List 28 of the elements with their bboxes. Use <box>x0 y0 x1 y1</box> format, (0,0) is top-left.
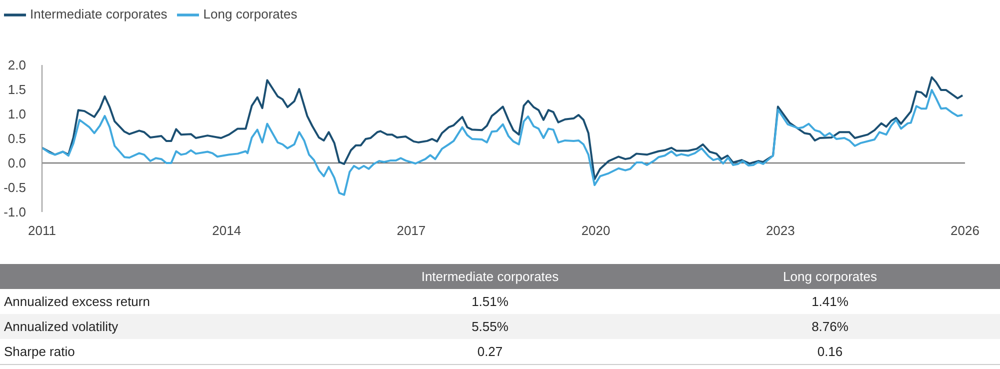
text: 0.27 <box>476 343 504 361</box>
x-tick-label: 2014 <box>212 223 242 238</box>
x-tick-label: 2020 <box>581 223 610 238</box>
y-tick-label: 1.0 <box>8 106 26 122</box>
text: 1.51% <box>470 293 510 311</box>
y-tick-label: -1.0 <box>4 204 26 220</box>
y-tick-label: 2.0 <box>8 58 26 73</box>
text: Sharpe ratio <box>3 343 76 361</box>
text: Annualized excess return <box>3 293 151 311</box>
x-tick-label: 2026 <box>950 223 980 238</box>
text: Intermediate corporates <box>420 268 560 286</box>
x-tick-label: 2011 <box>28 223 56 238</box>
legend-label: Intermediate corporates <box>30 6 168 22</box>
line-series <box>42 76 964 180</box>
x-tick-label: 2017 <box>396 223 426 238</box>
line-series <box>42 88 964 196</box>
y-tick-label: 0.5 <box>8 131 26 146</box>
x-tick-label: 2023 <box>766 223 795 238</box>
legend-label: Long corporates <box>203 6 298 22</box>
y-tick-label: 0.0 <box>8 156 26 171</box>
text: 1.41% <box>810 293 850 311</box>
text: 8.76% <box>810 318 850 336</box>
text: 0.16 <box>816 343 844 361</box>
text: 5.55% <box>470 318 510 336</box>
y-tick-label: -0.5 <box>4 180 26 196</box>
text: Long corporates <box>782 268 878 286</box>
y-tick-label: 1.5 <box>8 82 26 98</box>
text: Annualized volatility <box>3 318 120 336</box>
